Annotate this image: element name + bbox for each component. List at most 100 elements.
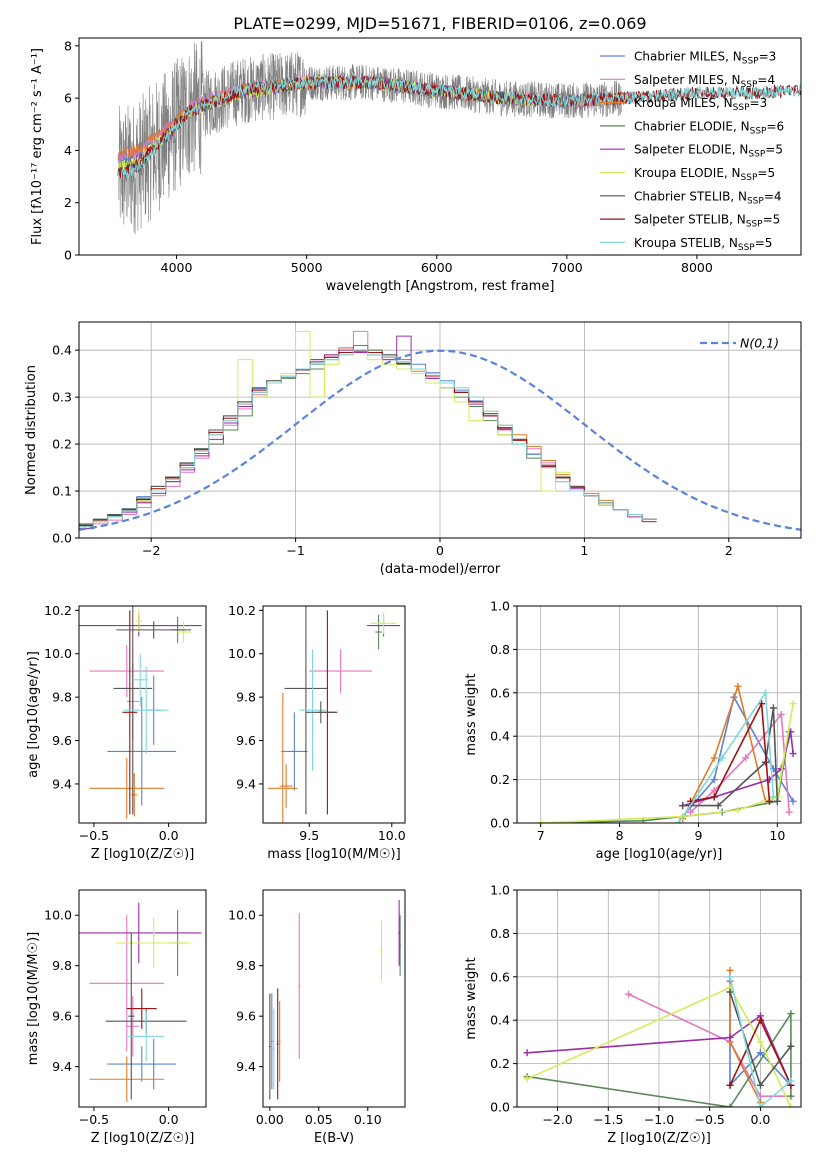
hist-salpeter-miles [79, 330, 657, 530]
panel-spectrum: 4000 5000 6000 7000 8000 0 2 4 6 8 wavelength [Ang… [30, 37, 802, 294]
marker [787, 1077, 795, 1085]
panels: 4000 5000 6000 7000 8000 0 2 4 6 8 wavelength [Ang… [24, 37, 802, 1146]
panel-weight-vs-Z: −2.0 −1.5 −1.0 −0.5 0.0 0.0 0.2 0.4 0.6 0.8 1.0 Z [… [464, 883, 802, 1146]
plot-area-mass-vs-ebv [268, 900, 402, 1100]
y-tick-label: 10.0 [228, 646, 256, 661]
hist-kroupa-miles [79, 347, 657, 528]
y-tick-label: 0.4 [490, 729, 510, 744]
point-chabrier-stelib [284, 606, 328, 815]
hist-kroupa-stelib [79, 349, 657, 528]
marker [789, 797, 797, 805]
legend-entry: Chabrier MILES, NSSP=3 [634, 50, 776, 67]
panel-mass-vs-Z: −0.5 0.0 9.4 9.6 9.8 10.0 Z [log10(Z/Z☉)] mass … [26, 889, 207, 1146]
y-tick-label: 9.8 [52, 690, 72, 705]
point-kroupa-miles [278, 1001, 281, 1082]
x-tick-label: 0 [436, 543, 444, 558]
point-salpeter-elodie [398, 900, 401, 966]
marker [726, 1103, 734, 1107]
point-chabrier-miles [281, 712, 308, 791]
legend-entry: Chabrier STELIB, NSSP=4 [634, 189, 782, 206]
point-salpeter-miles [126, 995, 139, 1057]
point-kroupa-stelib [132, 653, 148, 706]
point-kroupa-miles [267, 692, 298, 823]
point-chabrier-stelib [128, 932, 135, 1100]
marker [718, 754, 726, 762]
point-kroupa-miles [131, 773, 138, 817]
y-tick-label: 9.6 [52, 733, 72, 748]
y-axis-label: mass weight [464, 957, 479, 1039]
x-tick-label: 0.10 [354, 1112, 382, 1127]
x-tick-label: 1 [580, 543, 588, 558]
series-kroupa-elodie [537, 700, 797, 823]
point-salpeter-miles [309, 649, 372, 693]
marker [769, 704, 777, 712]
marker [756, 1049, 764, 1057]
marker [726, 973, 734, 981]
marker [726, 966, 734, 974]
x-tick-label: 0.00 [256, 1112, 284, 1127]
point-salpeter-stelib [126, 988, 157, 1029]
x-tick-label: −0.5 [79, 1112, 109, 1127]
x-axis-label: wavelength [Angstrom, rest frame] [326, 279, 555, 294]
point-chabrier-miles [150, 1038, 157, 1090]
marker [523, 1049, 531, 1057]
marker [710, 754, 718, 762]
point-kroupa-miles [89, 757, 165, 819]
y-tick-label: 6 [64, 91, 72, 106]
x-axis-label: (data-model)/error [380, 562, 501, 577]
marker [769, 793, 777, 801]
series-kroupa-stelib [675, 689, 777, 823]
x-axis-label: age [log10(age/yr)] [596, 847, 723, 862]
marker [742, 754, 750, 762]
point-kroupa-stelib [123, 666, 169, 754]
y-tick-label: 0.2 [52, 437, 72, 452]
x-tick-label: −1.5 [593, 1112, 623, 1127]
point-kroupa-miles [89, 1056, 165, 1102]
marker [789, 700, 797, 708]
series-chabrier-elodie [537, 728, 793, 823]
y-tick-label: 9.8 [52, 958, 72, 973]
y-tick-label: 0.0 [490, 1100, 510, 1115]
panel-mass-vs-ebv: 0.00 0.05 0.10 9.4 9.6 9.8 10.0 E(B-V) [228, 889, 406, 1146]
marker [765, 797, 773, 805]
legend-entry: Salpeter MILES, NSSP=4 [634, 73, 775, 90]
x-tick-label: −2 [142, 543, 160, 558]
plot-area-residuals [79, 330, 801, 531]
point-chabrier-stelib [305, 701, 336, 724]
x-tick-label: 9 [694, 828, 702, 843]
x-axis-label: E(B-V) [314, 1131, 354, 1146]
plot-area-weight-vs-age [537, 682, 797, 823]
plot-area-weight-vs-Z [523, 966, 795, 1107]
y-axis-label: age [log10(age/yr)] [26, 651, 41, 778]
legend-entry: Salpeter STELIB, NSSP=5 [634, 213, 780, 230]
x-tick-label: 0.05 [305, 1112, 333, 1127]
plot-area-age-vs-Z [79, 606, 202, 819]
y-tick-label: 0.4 [52, 343, 72, 358]
x-tick-label: 4000 [161, 260, 193, 275]
marker [710, 793, 718, 801]
point-salpeter-elodie [79, 902, 202, 964]
marker [734, 806, 742, 814]
y-tick-label: 9.6 [52, 1009, 72, 1024]
marker [714, 802, 722, 810]
y-tick-label: 0.6 [490, 685, 510, 700]
y-tick-label: 0.6 [490, 969, 510, 984]
x-tick-label: 7000 [551, 260, 583, 275]
marker [777, 711, 785, 718]
point-chabrier-elodie [375, 614, 382, 650]
y-tick-label: 0.1 [52, 484, 72, 499]
y-axis-label: Normed distribution [24, 365, 39, 495]
marker [756, 1103, 764, 1107]
axes-frame [78, 37, 802, 256]
point-salpeter-miles [298, 912, 301, 1060]
y-tick-label: 0.4 [490, 1013, 510, 1028]
x-axis-label: Z [log10(Z/Z☉)] [91, 847, 195, 862]
y-tick-label: 9.8 [236, 958, 256, 973]
y-tick-label: 0.2 [490, 1056, 510, 1071]
y-tick-label: 0.8 [490, 642, 510, 657]
y-tick-label: 9.4 [52, 1059, 72, 1074]
marker [787, 1103, 795, 1107]
y-axis-label: mass [log10(M/M☉)] [26, 932, 41, 1065]
x-tick-label: 0.0 [750, 1112, 770, 1127]
